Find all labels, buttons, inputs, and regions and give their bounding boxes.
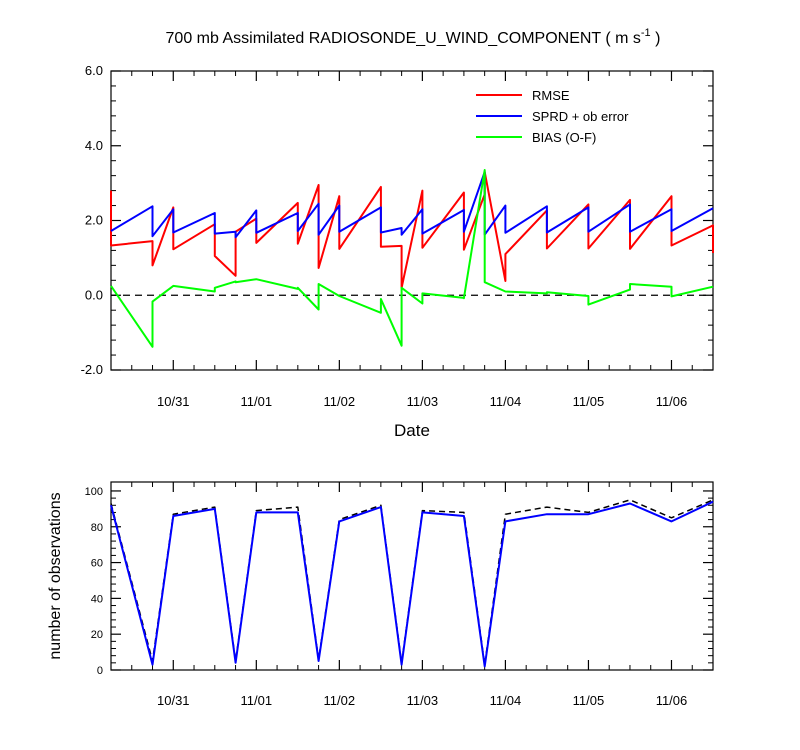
rmse-line [110, 170, 714, 289]
legend-item-bias-label: BIAS (O-F) [532, 130, 596, 145]
legend-item-rmse-label: RMSE [532, 88, 570, 103]
bottom-ytick-label: 20 [91, 629, 103, 641]
bottom-xtick-label: 11/04 [490, 693, 522, 708]
bottom-ytick-label: 60 [91, 558, 103, 570]
top-x-axis-label: Date [394, 421, 430, 440]
top-xtick-label: 11/02 [324, 394, 356, 409]
bottom-plot-frame [110, 481, 714, 671]
bottom-xtick-label: 11/01 [241, 693, 273, 708]
top-ytick-label: 6.0 [85, 63, 103, 78]
bottom-xtick-label: 11/02 [324, 693, 356, 708]
top-xtick-label: 11/06 [656, 394, 688, 409]
bottom-xtick-label: 11/03 [407, 693, 439, 708]
bottom-xtick-label: 10/31 [157, 693, 190, 708]
bottom-ytick-label: 40 [91, 593, 103, 605]
bottom-ytick-label: 0 [97, 665, 103, 677]
legend: RMSE SPRD + ob error BIAS (O-F) [476, 88, 629, 145]
top-xtick-label: 11/04 [490, 394, 522, 409]
bottom-y-axis-label: number of observations [47, 492, 64, 659]
spread-line [110, 170, 714, 239]
bottom-ytick-label: 100 [85, 486, 103, 498]
observations-used-line [110, 500, 714, 668]
bottom-chart: 0 20 40 60 80 100 10/31 11/01 11/02 11/03 11/04 11/… [47, 481, 714, 708]
bottom-xtick-label: 11/05 [573, 693, 605, 708]
figure-title: 700 mb Assimilated RADIOSONDE_U_WIND_COM… [166, 27, 661, 47]
top-ytick-label: 2.0 [85, 213, 103, 228]
legend-item-spread-label: SPRD + ob error [532, 109, 629, 124]
bias-line [110, 169, 714, 348]
top-xtick-label: 10/31 [157, 394, 190, 409]
top-xtick-label: 11/05 [573, 394, 605, 409]
bottom-ytick-label: 80 [91, 522, 103, 534]
top-xtick-label: 11/01 [241, 394, 273, 409]
top-ytick-label: -2.0 [81, 362, 103, 377]
top-xtick-label: 11/03 [407, 394, 439, 409]
bottom-xtick-label: 11/06 [656, 693, 688, 708]
top-ytick-label: 4.0 [85, 138, 103, 153]
top-ytick-label: 0.0 [85, 287, 103, 302]
top-chart: -2.0 0.0 2.0 4.0 6.0 10/31 11/01 11/02 11/03 11/0… [81, 63, 714, 440]
